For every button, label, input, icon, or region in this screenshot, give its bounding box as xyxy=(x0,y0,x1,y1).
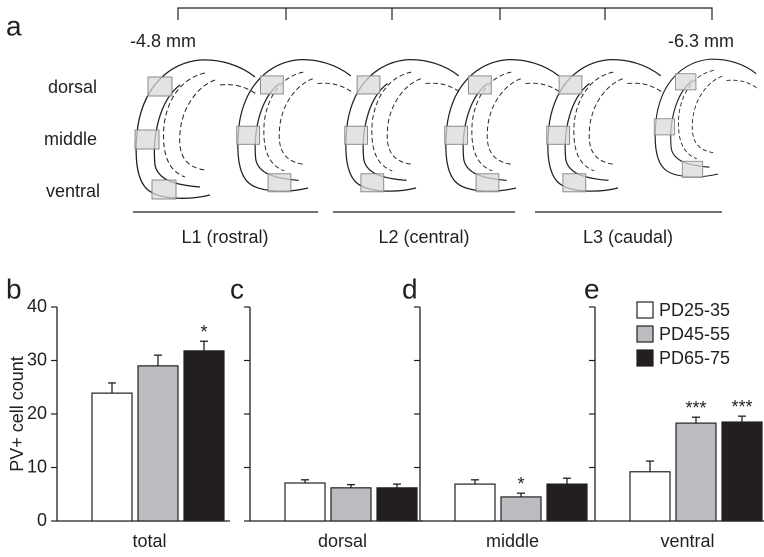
bar xyxy=(546,483,588,522)
sample-box xyxy=(681,160,704,178)
sample-box xyxy=(675,73,697,91)
panel-label: a xyxy=(6,10,22,41)
sample-box xyxy=(147,76,173,97)
sample-box xyxy=(134,129,160,150)
sample-box xyxy=(562,173,587,193)
bar xyxy=(330,487,372,522)
region-label: middle xyxy=(44,129,97,149)
significance-label: *** xyxy=(731,397,752,417)
x-category-label: middle xyxy=(486,531,539,551)
sample-box xyxy=(468,75,492,95)
legend-label: PD65-75 xyxy=(659,348,730,368)
scale-bracket xyxy=(177,7,713,20)
slice-dash xyxy=(678,69,760,160)
panel-label: b xyxy=(6,273,22,304)
level-label: L2 (central) xyxy=(378,227,469,247)
slice xyxy=(344,59,462,193)
panel-label: c xyxy=(230,273,244,304)
sample-box xyxy=(360,173,385,193)
bar xyxy=(675,422,717,522)
level-label: L3 (caudal) xyxy=(583,227,673,247)
sample-box xyxy=(260,75,284,95)
x-category-label: total xyxy=(132,531,166,551)
x-category-label: ventral xyxy=(660,531,714,551)
x-category-label: dorsal xyxy=(318,531,367,551)
panel-label: e xyxy=(584,273,600,304)
bar xyxy=(183,350,225,522)
slice-dash xyxy=(263,71,354,172)
significance-label: * xyxy=(517,474,524,494)
slice-dash xyxy=(471,71,562,172)
sample-box xyxy=(236,125,261,145)
y-tick-label: 0 xyxy=(37,510,47,530)
sample-box xyxy=(475,173,500,193)
bar xyxy=(721,421,763,522)
region-label: dorsal xyxy=(48,77,97,97)
slice-dash xyxy=(371,71,462,172)
bar xyxy=(91,392,133,522)
y-tick-label: 10 xyxy=(27,456,47,476)
y-axis-label: PV+ cell count xyxy=(7,356,27,472)
slice xyxy=(134,59,259,200)
sample-box xyxy=(356,75,381,95)
hippocampus-slices xyxy=(134,58,760,200)
scale-label: -4.8 mm xyxy=(130,31,196,51)
legend-swatch xyxy=(636,325,654,343)
significance-label: * xyxy=(200,322,207,342)
legend-label: PD45-55 xyxy=(659,324,730,344)
y-tick-label: 30 xyxy=(27,349,47,369)
significance-label: *** xyxy=(685,398,706,418)
bar xyxy=(137,365,179,522)
slice xyxy=(546,59,664,193)
y-tick-label: 20 xyxy=(27,403,47,423)
slice-dash xyxy=(573,71,664,172)
sample-box xyxy=(546,125,571,145)
sample-box xyxy=(151,179,177,200)
legend-label: PD25-35 xyxy=(659,300,730,320)
sample-box xyxy=(653,118,676,136)
slice xyxy=(236,59,354,193)
legend-swatch xyxy=(636,349,654,367)
slice xyxy=(653,58,760,178)
charts: b 0 10 20 30 40 PV+ cell count total * c dorsal d mi… xyxy=(6,273,764,551)
bar xyxy=(629,471,671,522)
sample-box xyxy=(558,75,583,95)
slice xyxy=(444,59,562,193)
sample-box xyxy=(267,173,292,193)
sample-box xyxy=(344,125,369,145)
region-label: ventral xyxy=(46,181,100,201)
slice-dash xyxy=(163,72,259,178)
bar xyxy=(500,496,542,522)
y-tick-label: 40 xyxy=(27,296,47,316)
slice-outline xyxy=(654,58,757,178)
slice-outline xyxy=(445,59,560,192)
bar xyxy=(376,487,418,522)
bar xyxy=(454,483,496,522)
legend-swatch xyxy=(636,301,654,319)
bar xyxy=(284,482,326,522)
sample-box xyxy=(444,125,469,145)
scale-label: -6.3 mm xyxy=(668,31,734,51)
level-label: L1 (rostral) xyxy=(181,227,268,247)
slice-outline xyxy=(237,59,352,192)
panel-label: d xyxy=(402,273,418,304)
panel-a: a -4.8 mm -6.3 mm dorsal middle ventral … xyxy=(6,7,760,247)
